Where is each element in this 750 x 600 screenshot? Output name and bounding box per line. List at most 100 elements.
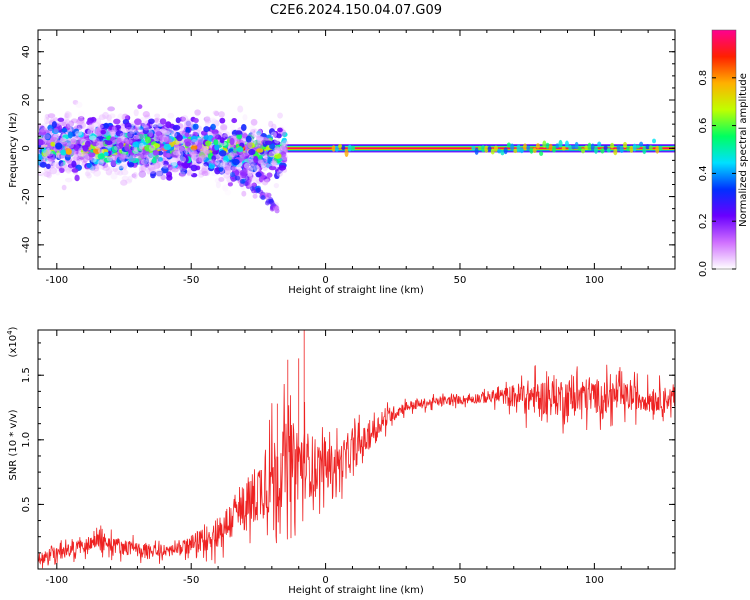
heat-cell xyxy=(88,133,97,141)
heat-cell xyxy=(162,132,170,140)
heat-cell xyxy=(171,160,178,167)
heat-cell xyxy=(77,111,85,119)
heat-cell xyxy=(99,140,106,148)
heat-cell-tail xyxy=(230,177,236,183)
heat-cell xyxy=(211,155,217,161)
carrier-cell xyxy=(623,141,628,148)
heat-cell-tail xyxy=(260,195,266,201)
carrier-cell xyxy=(597,141,602,147)
heat-cell xyxy=(245,135,252,143)
heat-cell xyxy=(78,131,84,138)
heat-cell xyxy=(115,162,124,169)
heat-cell xyxy=(108,113,116,119)
heat-cell xyxy=(274,172,280,180)
heat-cell xyxy=(88,152,96,158)
heat-cell xyxy=(132,141,139,148)
heat-cell xyxy=(253,155,259,164)
heat-cell xyxy=(121,113,129,121)
heat-cell xyxy=(47,113,56,119)
heat-cell xyxy=(48,128,54,134)
heat-cell xyxy=(242,162,250,170)
heat-cell xyxy=(151,158,157,164)
y-tick-label: -40 xyxy=(21,237,32,253)
heat-cell xyxy=(267,149,275,157)
heat-cell xyxy=(204,115,211,122)
heat-cell xyxy=(131,126,138,133)
heat-cell xyxy=(196,157,203,163)
heat-cell xyxy=(161,127,169,133)
heat-cell xyxy=(218,150,227,157)
heat-cell xyxy=(224,131,230,137)
heat-cell xyxy=(161,166,169,174)
carrier-cell xyxy=(600,147,605,154)
heat-cell xyxy=(110,160,117,168)
heat-cell xyxy=(151,161,159,170)
heat-cell xyxy=(131,173,137,178)
heat-cell xyxy=(166,174,173,181)
heat-cell xyxy=(196,144,204,152)
carrier-cell xyxy=(635,144,640,149)
heat-cell xyxy=(78,122,85,130)
heat-cell xyxy=(95,131,103,137)
heat-cell xyxy=(214,143,220,151)
heat-cell xyxy=(281,144,288,151)
heat-cell xyxy=(185,120,191,127)
heat-cell xyxy=(38,103,44,111)
heat-cell xyxy=(224,168,232,175)
heat-cell xyxy=(275,144,281,150)
snr-series-line xyxy=(38,330,675,569)
heat-cell xyxy=(281,139,289,146)
heat-cell xyxy=(118,142,124,149)
colorbar-frame xyxy=(711,29,737,270)
heat-cell xyxy=(138,142,145,150)
carrier-cell xyxy=(648,145,653,150)
y-tick-label: 40 xyxy=(21,45,32,58)
heat-cell xyxy=(58,108,64,115)
heat-cell xyxy=(228,148,235,154)
heat-cell xyxy=(119,156,126,162)
heat-cell xyxy=(88,123,95,130)
heat-cell xyxy=(64,159,73,165)
heat-cell xyxy=(148,166,157,174)
heat-cell xyxy=(51,129,59,135)
heat-cell xyxy=(247,173,253,178)
carrier-cell xyxy=(645,144,650,150)
heat-cell xyxy=(124,178,133,184)
heat-cell xyxy=(137,104,143,110)
carrier-cell xyxy=(581,148,586,154)
carrier-cell xyxy=(338,143,343,149)
carrier-cell xyxy=(642,146,647,155)
heat-cell xyxy=(251,132,258,138)
x-tick-label: 0 xyxy=(322,275,328,286)
heat-cell xyxy=(260,159,268,165)
heat-cell xyxy=(183,147,189,154)
heat-cell xyxy=(140,167,148,172)
heat-cell xyxy=(255,171,262,178)
spectrogram-panel: -100 -50 0 50 100 -40 -20 0 20 40 Height of strai… xyxy=(8,29,676,296)
heat-cell xyxy=(222,140,229,149)
heat-cell xyxy=(280,151,287,158)
heat-cell xyxy=(73,153,81,160)
x-tick-label: -50 xyxy=(183,275,199,286)
heat-cell xyxy=(161,135,169,143)
heat-cell xyxy=(86,173,92,179)
carrier-cell xyxy=(535,143,540,149)
heat-cell xyxy=(223,173,230,179)
heat-cell xyxy=(43,116,50,125)
heat-cell xyxy=(53,161,60,167)
heat-cell-tail xyxy=(264,192,270,198)
heat-cell xyxy=(216,161,223,168)
heat-cell xyxy=(107,106,115,112)
heat-cell xyxy=(142,111,150,118)
heat-cell xyxy=(64,177,73,183)
heat-cell xyxy=(218,177,225,182)
carrier-cell xyxy=(639,141,644,147)
heat-cell xyxy=(76,124,83,130)
carrier-cell xyxy=(655,145,660,154)
carrier-cell xyxy=(548,143,553,152)
heat-cell xyxy=(71,136,78,141)
heat-cell xyxy=(274,152,282,159)
heat-cell xyxy=(109,129,116,137)
heat-cell xyxy=(216,156,224,162)
